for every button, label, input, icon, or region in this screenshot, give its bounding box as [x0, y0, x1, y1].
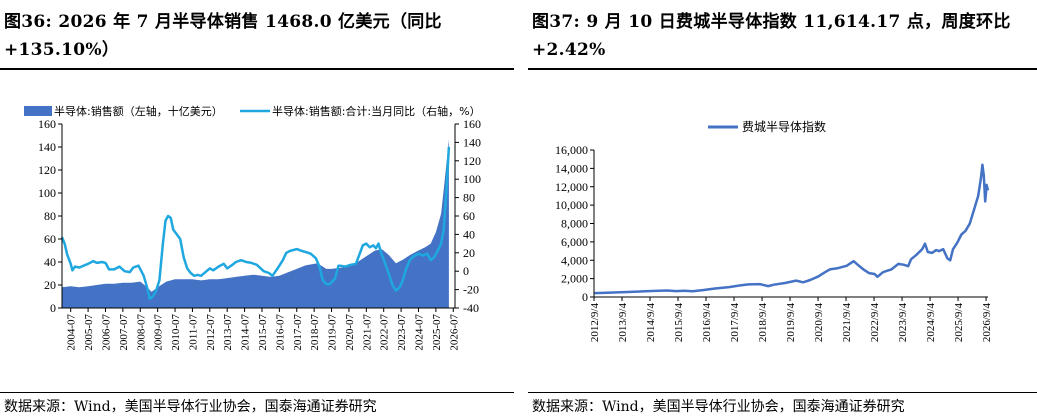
legend-swatch-sales: [24, 106, 52, 116]
right-y-tick-label: -40: [463, 301, 479, 315]
legend-label-sox: 费城半导体指数: [742, 119, 826, 134]
x-tick-label: 2019/9/4: [785, 303, 797, 343]
y-tick-label: 0: [582, 290, 588, 304]
source-divider: [0, 392, 514, 393]
right-y-tick-label: 100: [463, 172, 481, 186]
right-y-tick-label: 160: [463, 117, 481, 131]
x-tick-label: 2008-07: [135, 314, 147, 351]
x-tick-label: 2020-07: [344, 314, 356, 351]
x-tick-label: 2024/9/4: [925, 303, 937, 343]
x-tick-label: 2007-07: [118, 314, 130, 351]
right-y-tick-label: 140: [463, 135, 481, 149]
y-tick-label: 12,000: [555, 180, 588, 194]
x-tick-label: 2019-07: [327, 314, 339, 351]
source-divider: [528, 392, 1037, 393]
left-y-tick-label: 160: [38, 117, 56, 131]
x-tick-label: 2016/9/4: [701, 303, 713, 343]
sales-area: [62, 139, 449, 308]
chart-legend: 半导体:销售额（左轴，十亿美元） 半导体:销售额:合计:当月同比（右轴，%）: [24, 104, 481, 118]
x-tick-label: 2018-07: [309, 314, 321, 351]
x-tick-label: 2012-07: [205, 314, 217, 351]
left-y-tick-label: 60: [44, 232, 56, 246]
legend-label-sales: 半导体:销售额（左轴，十亿美元）: [54, 104, 223, 118]
yoy-line: [60, 146, 451, 301]
y-tick-label: 8,000: [561, 217, 588, 231]
right-y-tick-label: 60: [463, 209, 475, 223]
x-tick-label: 2012/9/4: [589, 303, 601, 343]
right-y-tick-label: 40: [463, 227, 475, 241]
x-tick-label: 2018/9/4: [757, 303, 769, 343]
x-tick-label: 2022/9/4: [869, 303, 881, 343]
x-tick-label: 2024-07: [413, 314, 425, 351]
legend-label-yoy: 半导体:销售额:合计:当月同比（右轴，%）: [272, 104, 481, 118]
x-tick-label: 2026-07: [448, 314, 460, 351]
right-y-tick-label: 0: [463, 264, 469, 278]
x-tick-label: 2023/9/4: [897, 303, 909, 343]
y-tick-label: 2,000: [561, 272, 588, 286]
sox-line: [594, 163, 990, 295]
chart-axes: 0 20 40 60 80 100 120 140 160 -40 -20 0 20 40 60 80 100 1…: [38, 117, 481, 351]
x-tick-label: 2021/9/4: [841, 303, 853, 343]
left-y-tick-label: 120: [38, 163, 56, 177]
y-tick-label: 4,000: [561, 253, 588, 267]
y-tick-label: 14,000: [555, 161, 588, 175]
x-tick-label: 2017/9/4: [729, 303, 741, 343]
left-y-tick-label: 40: [44, 255, 56, 269]
chart-legend: 费城半导体指数: [708, 119, 826, 134]
x-tick-label: 2006-07: [100, 314, 112, 351]
chart-axes: 0 2,000 4,000 6,000 8,000 10,000 12,000 14,000 1…: [555, 143, 993, 342]
x-tick-label: 2022-07: [379, 314, 391, 351]
x-tick-label: 2025/9/4: [953, 303, 965, 343]
right-y-tick-label: 20: [463, 246, 475, 260]
left-y-tick-label: 20: [44, 278, 56, 292]
y-tick-label: 6,000: [561, 235, 588, 249]
x-tick-label: 2021-07: [361, 314, 373, 351]
sox-index-chart: 费城半导体指数 0 2,000 4,000 6,000 8,000 10,000 12,00…: [555, 119, 993, 342]
title-divider: [0, 68, 514, 70]
y-tick-label: 10,000: [555, 198, 588, 212]
sox-line-series: [594, 163, 990, 295]
x-tick-label: 2023-07: [396, 314, 408, 351]
right-y-tick-label: 80: [463, 191, 475, 205]
x-tick-label: 2004-07: [66, 314, 78, 351]
left-y-tick-label: 0: [50, 301, 56, 315]
x-tick-label: 2017-07: [292, 314, 304, 351]
yoy-line-series: [60, 146, 451, 301]
x-tick-label: 2013-07: [222, 314, 234, 351]
figure-37-title: 图37: 9 月 10 日费城半导体指数 11,614.17 点，周度环比+2.…: [532, 12, 1011, 60]
figure-36-panel: 图36: 2026 年 7 月半导体销售 1468.0 亿美元（同比+135.1…: [0, 0, 514, 420]
figure-36-title: 图36: 2026 年 7 月半导体销售 1468.0 亿美元（同比+135.1…: [4, 12, 442, 60]
x-tick-label: 2005-07: [83, 314, 95, 351]
x-tick-label: 2020/9/4: [813, 303, 825, 343]
x-tick-label: 2015/9/4: [673, 303, 685, 343]
right-y-tick-label: 120: [463, 154, 481, 168]
x-tick-label: 2011-07: [187, 314, 199, 351]
sales-area-series: [62, 139, 449, 308]
y-tick-label: 16,000: [555, 143, 588, 157]
left-y-tick-label: 100: [38, 186, 56, 200]
x-tick-label: 2014/9/4: [645, 303, 657, 343]
x-tick-label: 2025-07: [431, 314, 443, 351]
right-y-tick-label: -20: [463, 283, 479, 297]
semiconductor-sales-chart: 半导体:销售额（左轴，十亿美元） 半导体:销售额:合计:当月同比（右轴，%） 02…: [24, 104, 481, 351]
x-tick-label: 2014-07: [240, 314, 252, 351]
x-tick-label: 2009-07: [153, 314, 165, 351]
left-y-tick-label: 80: [44, 209, 56, 223]
figure-36-source: 数据来源：Wind，美国半导体行业协会，国泰海通证券研究: [4, 399, 377, 415]
x-tick-label: 2010-07: [170, 314, 182, 351]
title-divider: [528, 68, 1037, 70]
x-tick-label: 2013/9/4: [617, 303, 629, 343]
x-tick-label: 2015-07: [257, 314, 269, 351]
left-y-tick-label: 140: [38, 140, 56, 154]
figure-37-source: 数据来源：Wind，美国半导体行业协会，国泰海通证券研究: [532, 399, 905, 415]
x-tick-label: 2016-07: [274, 314, 286, 351]
figure-37-panel: 图37: 9 月 10 日费城半导体指数 11,614.17 点，周度环比+2.…: [528, 0, 1037, 420]
x-tick-label: 2026/9/4: [981, 303, 993, 343]
